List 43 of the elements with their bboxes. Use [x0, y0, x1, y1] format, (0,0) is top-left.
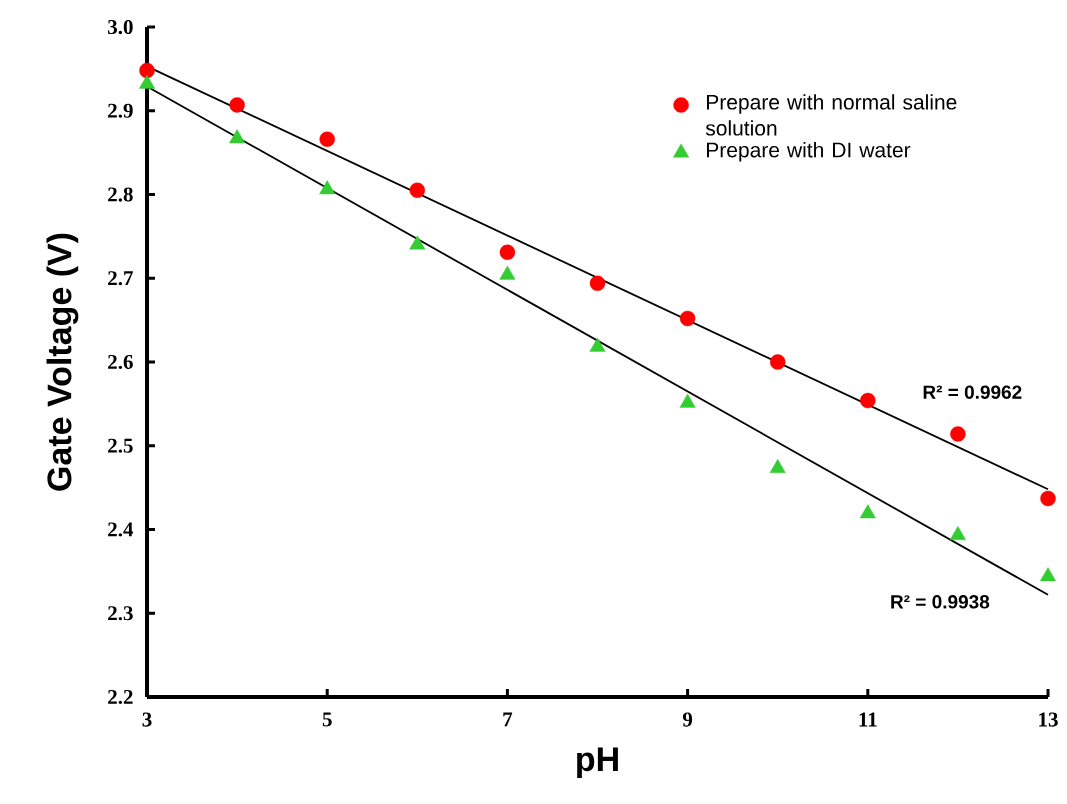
- point: [409, 182, 426, 199]
- x-tick-label: 3: [142, 712, 152, 727]
- point: [589, 275, 606, 291]
- point: [499, 265, 516, 280]
- legend-label: Prepare with normal saline solution: [705, 94, 957, 136]
- annotation: R² = 0.9938: [891, 595, 990, 609]
- x-tick-label: 5: [322, 712, 332, 727]
- point: [1040, 490, 1056, 507]
- point: [589, 337, 606, 352]
- y-tick-label: 2.8: [108, 187, 133, 202]
- x-tick-label: 13: [1039, 712, 1058, 727]
- point: [229, 129, 246, 144]
- annotation: R² = 0.9962: [923, 385, 1022, 399]
- x-tick-label: 11: [859, 712, 877, 727]
- y-tick-label: 2.9: [108, 103, 133, 118]
- point: [860, 392, 876, 409]
- point: [679, 310, 696, 327]
- y-tick-label: 2.5: [108, 438, 133, 453]
- y-tick-label: 2.6: [108, 354, 133, 370]
- point: [950, 426, 966, 442]
- point: [499, 244, 516, 260]
- point: [769, 459, 786, 474]
- point: [319, 131, 335, 147]
- y-tick-label: 2.7: [108, 271, 133, 286]
- point: [859, 504, 876, 519]
- y-axis-title: Gate Voltage (V): [46, 233, 79, 491]
- y-tick-label: 2.3: [108, 606, 133, 621]
- y-tick-label: 3.0: [108, 19, 133, 35]
- point: [409, 235, 426, 250]
- point: [679, 393, 696, 408]
- point: [319, 180, 336, 195]
- point: [770, 354, 786, 370]
- y-tick-label: 2.4: [108, 522, 134, 537]
- legend-label: Prepare with DI water: [707, 142, 911, 162]
- point: [949, 526, 966, 541]
- point: [229, 97, 245, 113]
- point: [139, 74, 155, 89]
- y-tick-label: 2.2: [108, 689, 133, 705]
- point: [1040, 567, 1057, 582]
- x-tick-label: 9: [682, 712, 693, 727]
- x-axis-title: pH: [577, 747, 618, 778]
- point: [139, 62, 155, 79]
- x-tick-label: 7: [503, 712, 513, 727]
